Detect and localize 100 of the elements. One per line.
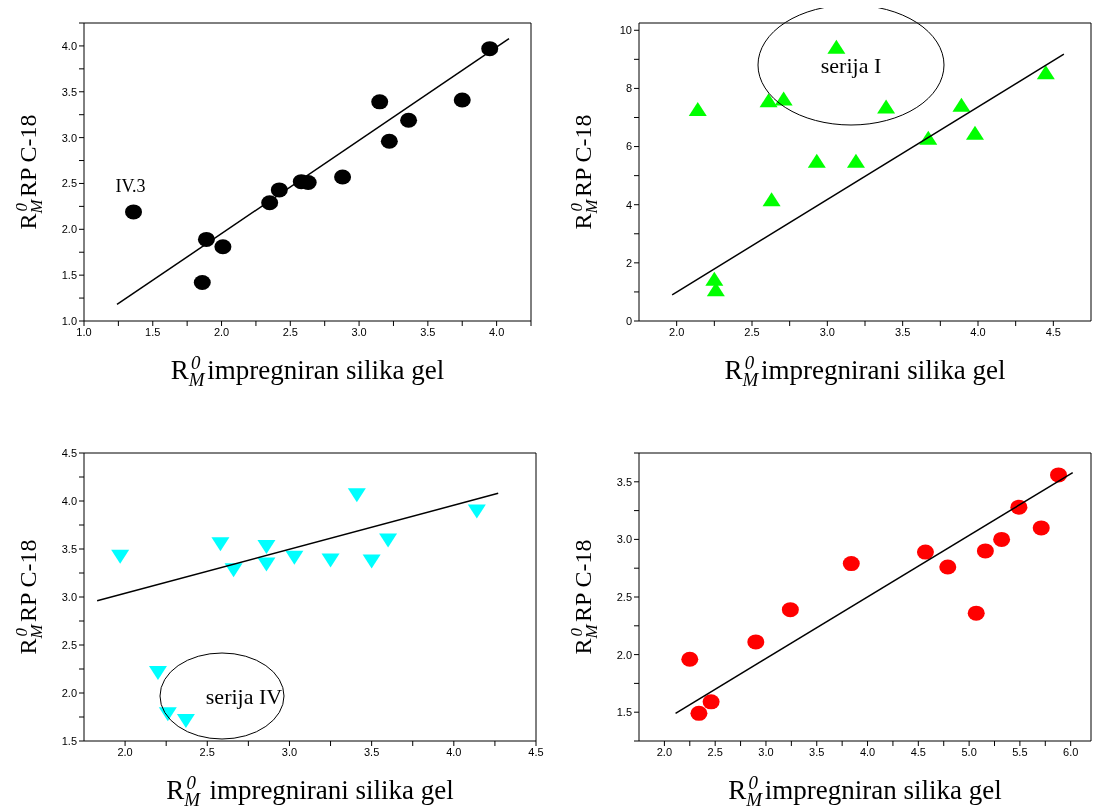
x-tick-label: 3.5 [809,745,825,758]
point [916,544,934,560]
y-tick-label: 1.5 [616,706,632,719]
point [702,694,720,710]
x-tick-label: 2.0 [213,325,230,338]
x-tick-label: 3.0 [281,745,298,758]
y-tick-label: 1.0 [61,314,77,327]
y-tick-label: 2 [625,256,632,269]
point [965,125,984,140]
annotation: serija IV [205,684,283,709]
y-tick-label: 4.0 [61,494,77,507]
y-tick-label: 3.5 [61,542,77,555]
x-tick-label: 4.0 [859,745,876,758]
x-tick-label: 4.5 [910,745,926,758]
y-tick-label: 2.0 [616,648,632,661]
y-tick-label: 10 [619,24,632,37]
point [380,133,398,149]
x-axis-title: R$_{M}$$^{0}$ impregnirani silika gel [724,351,1006,390]
x-tick-label: 2.5 [707,745,723,758]
point [257,540,276,555]
point [467,504,486,519]
x-tick-label: 2.5 [199,745,215,758]
point [759,93,778,108]
point [939,559,957,575]
x-tick-label: 3.5 [420,325,436,338]
x-tick-label: 6.0 [1063,745,1079,758]
point [379,533,398,548]
point [688,101,707,116]
point [111,549,130,564]
point [846,153,865,168]
point [321,553,340,568]
point [453,92,471,108]
point [400,112,418,128]
point [993,531,1011,547]
x-tick-label: 3.0 [351,325,367,338]
x-tick-label: 3.0 [758,745,774,758]
point [1036,65,1055,80]
y-tick-label: 3.5 [61,85,77,98]
x-tick-label: 2.0 [656,745,673,758]
x-tick-label: 4.0 [488,325,505,338]
point [807,153,826,168]
y-tick-label: 8 [625,82,632,95]
y-tick-label: 2.0 [61,223,77,236]
y-tick-label: 1.5 [61,734,77,747]
point [976,543,994,559]
x-tick-label: 3.5 [363,745,380,758]
y-tick-label: 2.5 [61,638,77,651]
point [952,97,971,112]
point [877,99,896,114]
point [762,192,781,207]
point [211,537,230,552]
annotation: IV.3 [115,175,146,196]
point [148,665,167,680]
point [257,557,276,572]
x-tick-label: 2.5 [744,325,760,338]
y-tick-label: 3.0 [616,533,632,546]
y-tick-label: 2.0 [61,686,77,699]
x-tick-label: 5.0 [961,745,977,758]
y-tick-label: 4.0 [61,39,77,52]
point [362,554,381,569]
point [347,488,366,503]
point [747,634,765,650]
point [827,39,846,54]
y-tick-label: 2.5 [61,177,77,190]
x-tick-label: 4.5 [528,745,544,758]
x-axis-title: R$_{M}$$^{0}$ impregniran silika gel [170,351,445,390]
y-tick-label: 3.0 [61,590,77,603]
x-tick-label: 3.5 [895,325,911,338]
y-tick-label: 3.5 [616,475,632,488]
annotation: serija I [820,53,882,78]
y-tick-label: 3.0 [61,131,77,144]
x-tick-label: 5.5 [1012,745,1028,758]
x-tick-label: 4.5 [1045,325,1061,338]
point [781,602,799,618]
y-tick-label: 4 [625,198,632,211]
x-tick-label: 2.0 [117,745,133,758]
point [690,705,708,721]
y-tick-label: 2.5 [616,590,632,603]
point [334,169,352,185]
point [214,239,232,255]
x-tick-label: 1.0 [76,325,92,338]
x-tick-label: 4.0 [970,325,986,338]
point [681,651,699,667]
x-tick-label: 1.5 [145,325,161,338]
point [193,274,211,290]
y-tick-label: 6 [625,140,632,153]
point [967,605,985,621]
point [705,271,724,286]
y-tick-label: 0 [625,314,632,327]
x-tick-label: 2.5 [282,325,298,338]
point [125,204,143,220]
x-tick-label: 4.0 [446,745,462,758]
point [842,556,860,572]
x-axis-title: R$_{M}$$^{0}$ impregnirani silika gel [166,771,454,810]
y-tick-label: 1.5 [61,269,77,282]
x-tick-label: 3.0 [819,325,835,338]
point [176,713,195,728]
point [371,94,389,110]
x-tick-label: 2.0 [669,325,685,338]
x-axis-title: R$_{M}$$^{0}$ impregniran silika gel [728,771,1002,810]
